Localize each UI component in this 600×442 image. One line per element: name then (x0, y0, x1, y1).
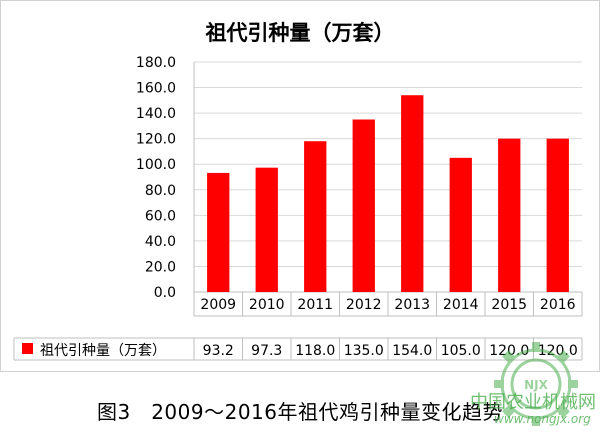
x-tick-label: 2016 (540, 297, 576, 313)
bar (401, 95, 424, 292)
bar (352, 119, 375, 292)
data-table-value: 93.2 (203, 343, 234, 359)
chart-title: 祖代引种量（万套） (205, 21, 395, 45)
data-table-value: 105.0 (441, 343, 481, 359)
y-tick-label: 140.0 (136, 106, 176, 122)
y-tick-label: 80.0 (145, 183, 176, 199)
data-table-value: 97.3 (251, 343, 282, 359)
bar-chart: 祖代引种量（万套） 0.0 20.0 40.0 60.0 80.0 100.0 120.0 14… (13, 21, 583, 361)
bar (207, 172, 230, 292)
legend-label: 祖代引种量（万套） (40, 343, 166, 359)
y-tick-label: 100.0 (136, 157, 176, 173)
x-tick-label: 2009 (200, 297, 236, 313)
watermark-logo-icon: NJX (494, 342, 578, 426)
bar (546, 138, 569, 292)
y-tick-label: 0.0 (154, 285, 176, 301)
bar (498, 138, 521, 292)
x-tick-label: 2011 (297, 297, 333, 313)
x-tick-label: 2012 (346, 297, 382, 313)
svg-text:NJX: NJX (524, 378, 549, 392)
bar (255, 167, 278, 292)
figure-caption: 图3 2009～2016年祖代鸡引种量变化趋势 (96, 400, 504, 424)
y-tick-label: 180.0 (136, 55, 176, 71)
data-table-value: 118.0 (295, 343, 335, 359)
x-tick-label: 2015 (491, 297, 527, 313)
data-table-value: 135.0 (344, 343, 384, 359)
y-tick-label: 20.0 (145, 259, 176, 275)
watermark-text: 中国农业机械网 (470, 392, 596, 413)
x-tick-label: 2014 (443, 297, 479, 313)
bar (449, 157, 472, 292)
data-table-value: 154.0 (392, 343, 432, 359)
bar (304, 141, 327, 292)
y-tick-label: 120.0 (136, 132, 176, 148)
x-tick-label: 2010 (249, 297, 285, 313)
y-tick-label: 40.0 (145, 234, 176, 250)
y-tick-label: 160.0 (136, 81, 176, 97)
y-tick-label: 60.0 (145, 208, 176, 224)
watermark-url: www.nongjx.org (494, 412, 591, 426)
legend-swatch (22, 343, 33, 354)
x-tick-label: 2013 (394, 297, 430, 313)
